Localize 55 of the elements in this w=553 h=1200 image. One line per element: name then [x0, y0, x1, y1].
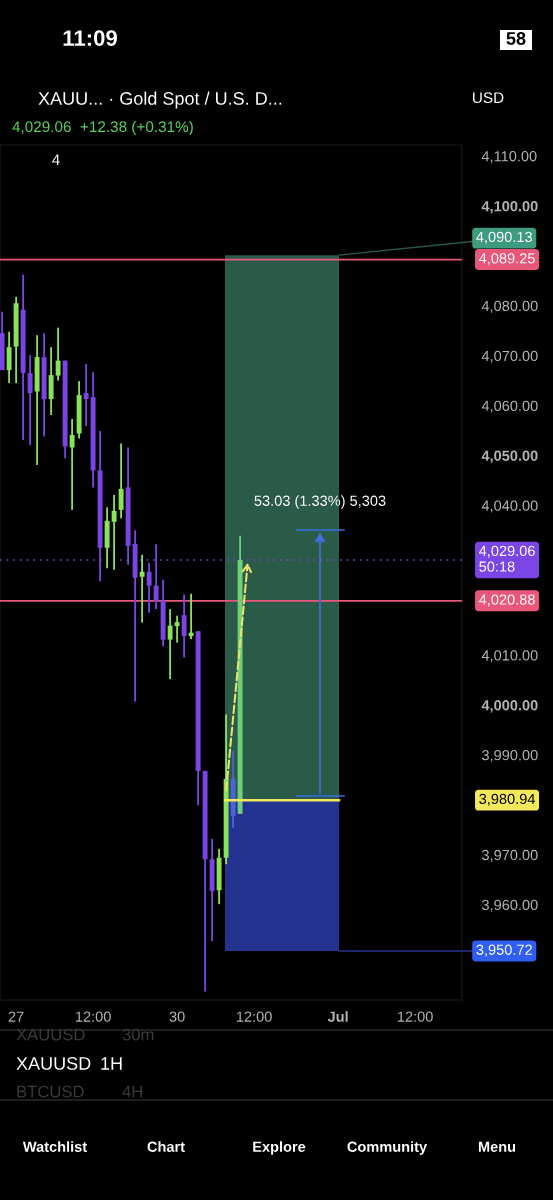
y-tick-label: 4,080.00 — [481, 300, 538, 313]
ref-line-label: 4,029.06 50:18 — [479, 545, 535, 572]
y-tick-label: 4,100.00 — [481, 200, 538, 214]
y-tick-label: 3,960.00 — [482, 899, 538, 912]
text: 1H — [101, 1057, 122, 1070]
x-tick-label: Jul — [327, 1011, 348, 1022]
candlestick — [167, 608, 173, 680]
y-tick-label: 4,070.00 — [481, 350, 538, 363]
x-tick-label: 27 — [8, 1011, 24, 1022]
ref-line-label: 4,020.88 — [479, 594, 535, 607]
y-tick-label: 4,050.00 — [481, 450, 538, 463]
text: Community — [347, 1141, 428, 1155]
text: 11:09 — [63, 30, 117, 46]
x-tick-label: 12:00 — [75, 1011, 111, 1022]
chart-subtitle: 4,029.06 +12.38 (+0.31%) — [12, 120, 193, 136]
x-tick-label: 12:00 — [236, 1011, 272, 1022]
candlestick — [27, 354, 33, 446]
candlestick — [111, 493, 117, 571]
text: 4H — [122, 1085, 142, 1098]
y-tick-label: 4,000.00 — [481, 700, 538, 713]
text: 58 — [506, 32, 526, 45]
band-label: 3,950.72 — [476, 944, 532, 957]
band-label: 4,090.13 — [476, 231, 532, 244]
candlestick — [6, 330, 12, 384]
annotation: 53.03 (1.33%) 5,303 — [254, 495, 386, 509]
text: USD — [473, 92, 504, 104]
candlestick — [174, 614, 180, 644]
candlestick — [118, 442, 124, 520]
text: XAUUSD — [16, 1057, 91, 1070]
candlestick — [146, 561, 152, 614]
text: XAUUSD — [16, 1028, 85, 1041]
text: BTCUSD — [17, 1085, 84, 1098]
text: Explore — [253, 1141, 306, 1155]
y-tick-label: 4,040.00 — [481, 500, 538, 513]
y-tick-label: 4,060.00 — [481, 400, 538, 413]
candlestick — [69, 418, 75, 511]
ref-line-label: 4,089.25 — [479, 253, 535, 266]
y-tick-label: 3,970.00 — [482, 849, 538, 862]
text: Menu — [478, 1141, 516, 1152]
y-tick-label: 4,010.00 — [481, 650, 538, 663]
text: 3,980.94 — [479, 793, 536, 806]
y-tick-label: 3,990.00 — [482, 750, 538, 763]
candlestick — [181, 593, 187, 659]
chart-title: XAUU... · Gold Spot / U.S. D... — [38, 91, 282, 109]
text: Watchlist — [22, 1141, 87, 1152]
annotation: 4 — [52, 154, 60, 165]
candlestick — [48, 346, 54, 416]
candlestick — [83, 363, 89, 427]
candlestick — [139, 553, 145, 624]
x-tick-label: 12:00 — [397, 1011, 433, 1022]
candlestick — [55, 326, 61, 382]
text: 30m — [122, 1028, 154, 1041]
y-tick-label: 4,110.00 — [481, 151, 537, 164]
x-tick-label: 30 — [169, 1011, 185, 1022]
text: Chart — [147, 1141, 185, 1152]
